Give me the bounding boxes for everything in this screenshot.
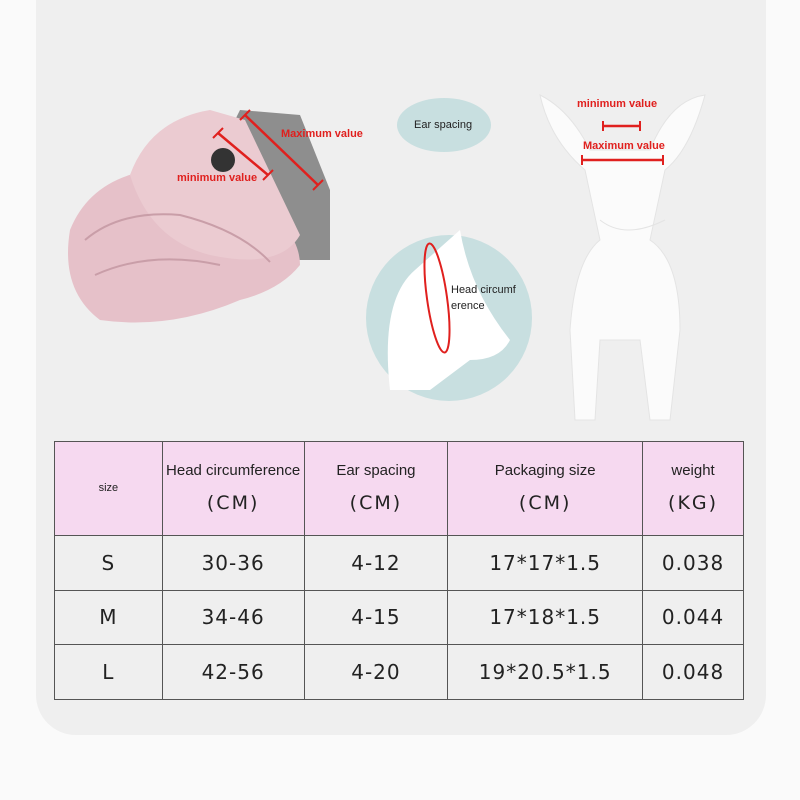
cell: 17*17*1.5 bbox=[447, 535, 644, 591]
dog-maximum-label: Maximum value bbox=[583, 140, 665, 152]
cell: M bbox=[54, 589, 163, 645]
cell: L bbox=[54, 644, 163, 700]
table-row: S 30-36 4-12 17*17*1.5 0.038 bbox=[54, 535, 744, 591]
table-row: L 42-56 4-20 19*20.5*1.5 0.048 bbox=[54, 644, 744, 700]
cell: 0.044 bbox=[642, 589, 744, 645]
dog-mannequin-image bbox=[539, 94, 706, 421]
header-unit: (CM) bbox=[518, 492, 572, 515]
header-packaging-size: Packaging size (CM) bbox=[447, 441, 644, 536]
table-row: M 34-46 4-15 17*18*1.5 0.044 bbox=[54, 589, 744, 645]
cell: S bbox=[54, 535, 163, 591]
header-unit: (CM) bbox=[349, 492, 403, 515]
cell: 4-20 bbox=[303, 644, 449, 700]
header-size: size bbox=[54, 441, 163, 536]
cell: 0.048 bbox=[642, 644, 744, 700]
header-title: Ear spacing bbox=[336, 461, 416, 479]
cell: 19*20.5*1.5 bbox=[447, 644, 644, 700]
header-unit: (CM) bbox=[206, 492, 260, 515]
cell: 42-56 bbox=[161, 644, 305, 700]
ear-spacing-bubble bbox=[397, 98, 491, 152]
pink-cap-image bbox=[68, 109, 330, 323]
header-title: weight bbox=[671, 461, 715, 479]
product-illustration bbox=[68, 94, 706, 421]
hat-maximum-label: Maximum value bbox=[281, 128, 363, 140]
header-ear-spacing: Ear spacing (CM) bbox=[303, 441, 449, 536]
cell: 17*18*1.5 bbox=[447, 589, 644, 645]
header-title: Packaging size bbox=[494, 461, 596, 479]
cell: 4-12 bbox=[303, 535, 449, 591]
header-weight: weight (KG) bbox=[642, 441, 744, 536]
head-circumference-label: Head circumf erence bbox=[451, 284, 516, 312]
table-header-row: size Head circumference (CM) Ear spacing (… bbox=[54, 441, 744, 536]
header-title: Head circumference bbox=[166, 461, 301, 479]
head-circumference-detail bbox=[366, 230, 532, 401]
header-unit: (KG) bbox=[668, 492, 719, 515]
ear-spacing-label: Ear spacing bbox=[414, 119, 473, 131]
cell: 0.038 bbox=[642, 535, 744, 591]
cell: 4-15 bbox=[303, 589, 449, 645]
cell: 30-36 bbox=[161, 535, 305, 591]
header-head-circumference: Head circumference (CM) bbox=[161, 441, 305, 536]
size-chart-table: size Head circumference (CM) Ear spacing (… bbox=[54, 441, 744, 700]
dog-minimum-label: minimum value bbox=[577, 98, 658, 110]
hat-minimum-label: minimum value bbox=[177, 172, 258, 184]
cell: 34-46 bbox=[161, 589, 305, 645]
